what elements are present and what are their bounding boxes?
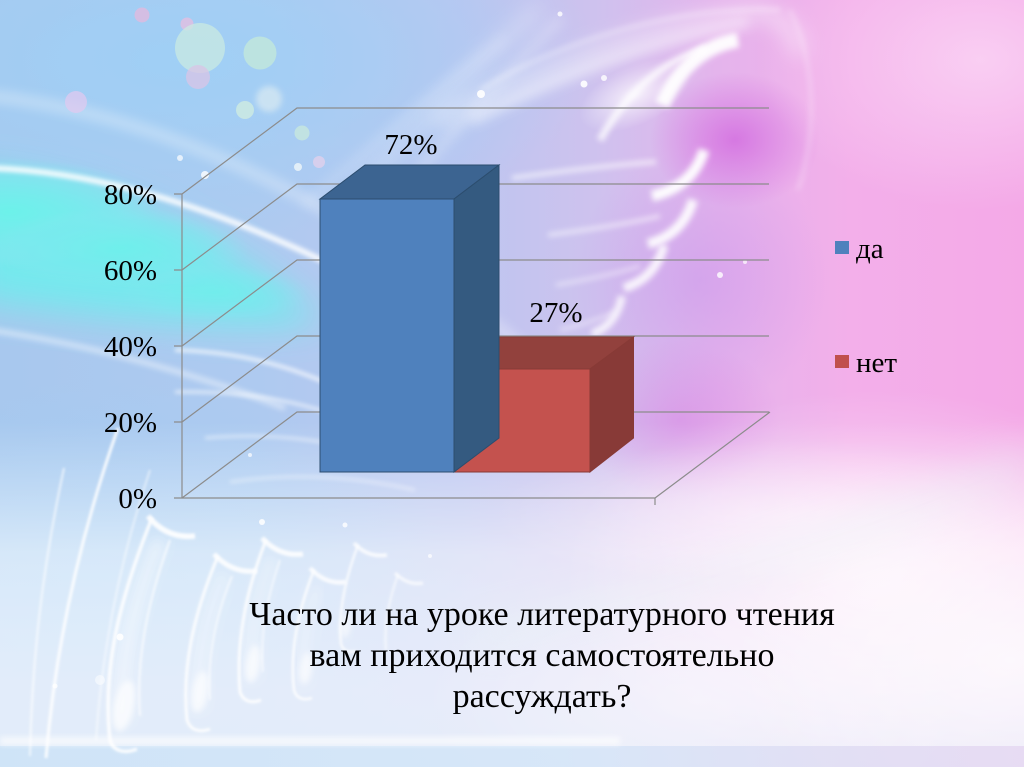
- svg-text:72%: 72%: [384, 129, 437, 161]
- svg-text:да: да: [856, 233, 884, 265]
- svg-text:Часто ли на уроке литературног: Часто ли на уроке литературного чтения: [249, 596, 835, 633]
- svg-text:20%: 20%: [104, 407, 157, 439]
- svg-text:нет: нет: [856, 347, 897, 379]
- svg-text:80%: 80%: [104, 179, 157, 211]
- svg-text:60%: 60%: [104, 255, 157, 287]
- svg-text:вам приходится самостоятельно: вам приходится самостоятельно: [310, 637, 775, 674]
- svg-text:40%: 40%: [104, 331, 157, 363]
- svg-text:27%: 27%: [529, 297, 582, 329]
- svg-text:0%: 0%: [118, 483, 157, 515]
- svg-text:рассуждать?: рассуждать?: [453, 678, 632, 715]
